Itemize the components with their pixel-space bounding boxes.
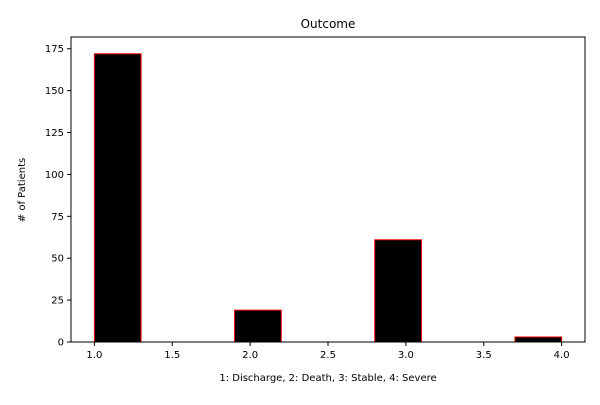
x-axis-ticks: 1.0 1.5 2.0 2.5 3.0 3.5 4.0: [86, 342, 570, 361]
y-tick-label: 50: [51, 254, 64, 265]
y-tick-label: 100: [45, 170, 64, 181]
x-tick-label: 2.0: [242, 350, 258, 361]
chart-title: Outcome: [301, 17, 356, 31]
plot-frame: [70, 36, 586, 343]
y-tick-label: 175: [45, 44, 64, 55]
x-tick-label: 4.0: [554, 350, 570, 361]
y-tick-label: 125: [45, 128, 64, 139]
x-tick-label: 3.0: [398, 350, 414, 361]
histogram-bar-4: [234, 309, 282, 343]
y-tick-label: 25: [51, 296, 64, 307]
y-tick-label: 150: [45, 86, 64, 97]
y-tick-label: 75: [51, 212, 64, 223]
x-axis-label: 1: Discharge, 2: Death, 3: Stable, 4: Se…: [219, 373, 436, 384]
y-tick-label: 0: [58, 338, 64, 349]
y-axis-ticks: 0 25 50 75 100 125 150 175: [45, 44, 71, 349]
x-tick-label: 1.5: [164, 350, 180, 361]
histogram-bar-7: [374, 239, 422, 343]
y-axis-label: # of Patients: [17, 158, 28, 222]
histogram-bar-1: [93, 53, 142, 343]
histogram-bar-10: [514, 336, 563, 343]
x-tick-label: 2.5: [320, 350, 336, 361]
x-tick-label: 1.0: [86, 350, 102, 361]
bars-group: [93, 53, 563, 343]
x-tick-label: 3.5: [476, 350, 492, 361]
